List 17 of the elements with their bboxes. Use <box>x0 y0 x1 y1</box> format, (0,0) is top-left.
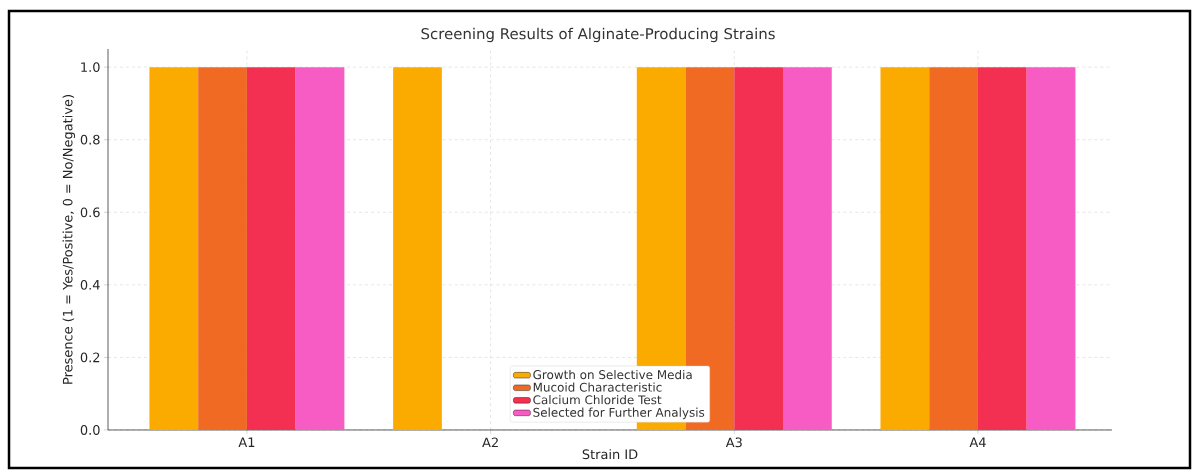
y-tick-label: 1.0 <box>81 62 100 73</box>
legend-label: Calcium Chloride Test <box>533 395 662 405</box>
y-tick-label: 0.2 <box>80 352 100 363</box>
chart-title: Screening Results of Alginate-Producing Strains <box>421 27 775 43</box>
legend-label: Mucoid Characteristic <box>533 382 662 392</box>
x-axis-title: Strain ID <box>582 449 638 460</box>
x-tick-label: A4 <box>969 437 986 447</box>
y-axis-title: Presence (1 = Yes/Positive, 0 = No/Negative) <box>62 95 76 384</box>
y-tick-label: 0.6 <box>80 207 100 218</box>
legend-label: Growth on Selective Media <box>533 369 692 380</box>
x-tick-label: A2 <box>482 437 498 448</box>
y-tick-label: 0.0 <box>80 425 100 435</box>
y-tick-label: 0.4 <box>80 279 100 290</box>
x-tick-label: A1 <box>238 437 255 447</box>
x-tick-label: A3 <box>725 437 742 448</box>
y-tick-label: 0.8 <box>80 134 100 145</box>
legend-label: Selected for Further Analysis <box>533 407 705 420</box>
